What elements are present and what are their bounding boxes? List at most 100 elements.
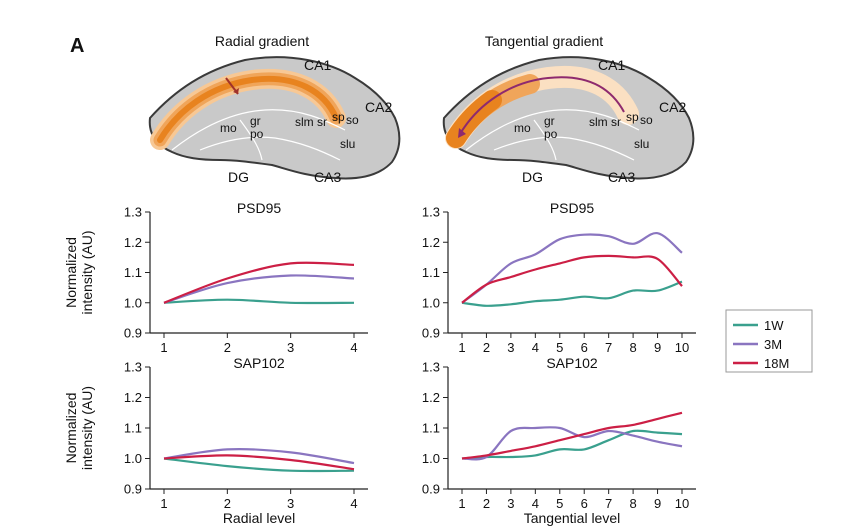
x-tick-label: 9 — [654, 496, 661, 511]
y-tick-label: 1.0 — [124, 451, 142, 466]
label-mo: mo — [220, 121, 237, 135]
x-tick-label: 6 — [581, 340, 588, 355]
x-tick-label: 3 — [287, 496, 294, 511]
y-tick-label: 0.9 — [422, 326, 440, 341]
x-tick-label: 1 — [458, 496, 465, 511]
label-ca1: CA1 — [304, 57, 331, 73]
y-tick-label: 0.9 — [124, 326, 142, 341]
chart-panel-3: 0.9 1.0 1.1 1.2 1.3 1 2 3 4 5 6 7 8 9 10 SAP102 Tangenti… — [422, 355, 696, 526]
y-tick-label: 1.3 — [124, 205, 142, 220]
x-tick-label: 8 — [629, 340, 636, 355]
series-line-1w — [461, 280, 683, 307]
series-line-18m — [163, 261, 355, 304]
y-tick-label: 1.1 — [124, 265, 142, 280]
label-po: po — [250, 127, 264, 141]
label-gr: gr — [250, 114, 261, 128]
x-tick-label: 2 — [483, 496, 490, 511]
hippocampus-diagram-radial: Radial gradient CA1 CA2 CA3 DG mo gr po … — [148, 33, 401, 185]
chart-panel-1: 0.9 1.0 1.1 1.2 1.3 1 2 3 4 5 6 7 8 9 10 PSD95 — [422, 200, 696, 355]
label-po: po — [544, 127, 558, 141]
y-tick-label: 1.3 — [422, 360, 440, 375]
legend-label-3m: 3M — [764, 337, 782, 352]
label-slu: slu — [340, 137, 355, 151]
x-tick-label: 3 — [507, 340, 514, 355]
series-line-1w — [163, 298, 355, 305]
x-tick-label: 4 — [350, 496, 357, 511]
y-tick-label: 1.0 — [422, 295, 440, 310]
series-line-18m — [461, 411, 683, 460]
label-dg: DG — [522, 169, 543, 185]
x-tick-label: 4 — [350, 340, 357, 355]
label-slu: slu — [634, 137, 649, 151]
series-line-18m — [461, 254, 683, 304]
y-tick-label: 1.0 — [124, 295, 142, 310]
x-tick-label: 2 — [224, 340, 231, 355]
label-sr: sr — [611, 115, 621, 129]
x-tick-label: 7 — [605, 340, 612, 355]
legend-label-1w: 1W — [764, 318, 784, 333]
label-sp: sp — [332, 110, 345, 124]
label-sp: sp — [626, 110, 639, 124]
x-tick-label: 1 — [160, 340, 167, 355]
label-ca2: CA2 — [365, 99, 392, 115]
y-axis-label: intensity (AU) — [79, 230, 95, 314]
y-tick-label: 1.1 — [124, 421, 142, 436]
label-ca1: CA1 — [598, 57, 625, 73]
label-sr: sr — [317, 115, 327, 129]
x-tick-label: 1 — [458, 340, 465, 355]
y-tick-label: 0.9 — [124, 482, 142, 497]
y-axis-label: Normalized — [63, 393, 79, 464]
x-tick-label: 5 — [556, 340, 563, 355]
series-line-3m — [461, 426, 683, 461]
x-tick-label: 6 — [581, 496, 588, 511]
label-ca2: CA2 — [659, 99, 686, 115]
chart-title: PSD95 — [550, 200, 595, 216]
lamina-lines — [465, 109, 640, 161]
label-gr: gr — [544, 114, 555, 128]
label-slm: slm — [589, 115, 608, 129]
x-axis-label: Tangential level — [524, 510, 621, 526]
y-tick-label: 1.3 — [124, 360, 142, 375]
y-axis-label: intensity (AU) — [79, 386, 95, 470]
x-tick-label: 10 — [675, 496, 689, 511]
diagram-title-tangential: Tangential gradient — [485, 33, 603, 49]
x-tick-label: 1 — [160, 496, 167, 511]
y-tick-label: 1.2 — [422, 235, 440, 250]
series-line-3m — [163, 274, 355, 304]
x-tick-label: 3 — [287, 340, 294, 355]
y-tick-label: 1.2 — [124, 235, 142, 250]
x-tick-label: 8 — [629, 496, 636, 511]
label-dg: DG — [228, 169, 249, 185]
y-tick-label: 1.3 — [422, 205, 440, 220]
label-so: so — [346, 113, 359, 127]
tangential-arrowhead — [458, 128, 466, 138]
legend: 1W 3M 18M — [725, 309, 813, 373]
y-tick-label: 0.9 — [422, 482, 440, 497]
x-tick-label: 4 — [532, 340, 539, 355]
diagram-title-radial: Radial gradient — [215, 33, 309, 49]
chart-panel-2: 0.9 1.0 1.1 1.2 1.3 1 2 3 4 SAP102 Radial level Nor… — [63, 355, 368, 526]
x-tick-label: 4 — [532, 496, 539, 511]
label-mo: mo — [514, 121, 531, 135]
tangential-arrow — [459, 76, 625, 135]
legend-box — [725, 309, 813, 373]
x-tick-label: 10 — [675, 340, 689, 355]
panel-letter: A — [70, 35, 84, 57]
series-line-1w — [461, 429, 683, 460]
gradient-band-strong — [157, 75, 339, 143]
x-tick-label: 5 — [556, 496, 563, 511]
chart-panel-0: 0.9 1.0 1.1 1.2 1.3 1 2 3 4 PSD95 Normalized intens… — [63, 200, 368, 355]
x-tick-label: 9 — [654, 340, 661, 355]
lamina-lines — [171, 109, 346, 161]
series-line-18m — [163, 454, 355, 471]
y-tick-label: 1.2 — [422, 390, 440, 405]
label-slm: slm — [295, 115, 314, 129]
y-tick-label: 1.2 — [124, 390, 142, 405]
x-axis-label: Radial level — [223, 510, 295, 526]
x-tick-label: 2 — [483, 340, 490, 355]
series-line-1w — [163, 457, 355, 473]
x-tick-label: 7 — [605, 496, 612, 511]
chart-title: SAP102 — [546, 355, 598, 371]
